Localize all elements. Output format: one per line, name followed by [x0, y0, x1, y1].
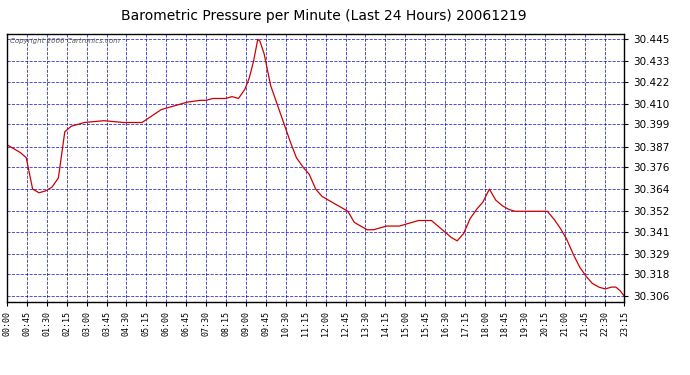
- Text: Barometric Pressure per Minute (Last 24 Hours) 20061219: Barometric Pressure per Minute (Last 24 …: [121, 9, 527, 23]
- Text: Copyright 2006 Cartronics.com: Copyright 2006 Cartronics.com: [10, 38, 120, 44]
